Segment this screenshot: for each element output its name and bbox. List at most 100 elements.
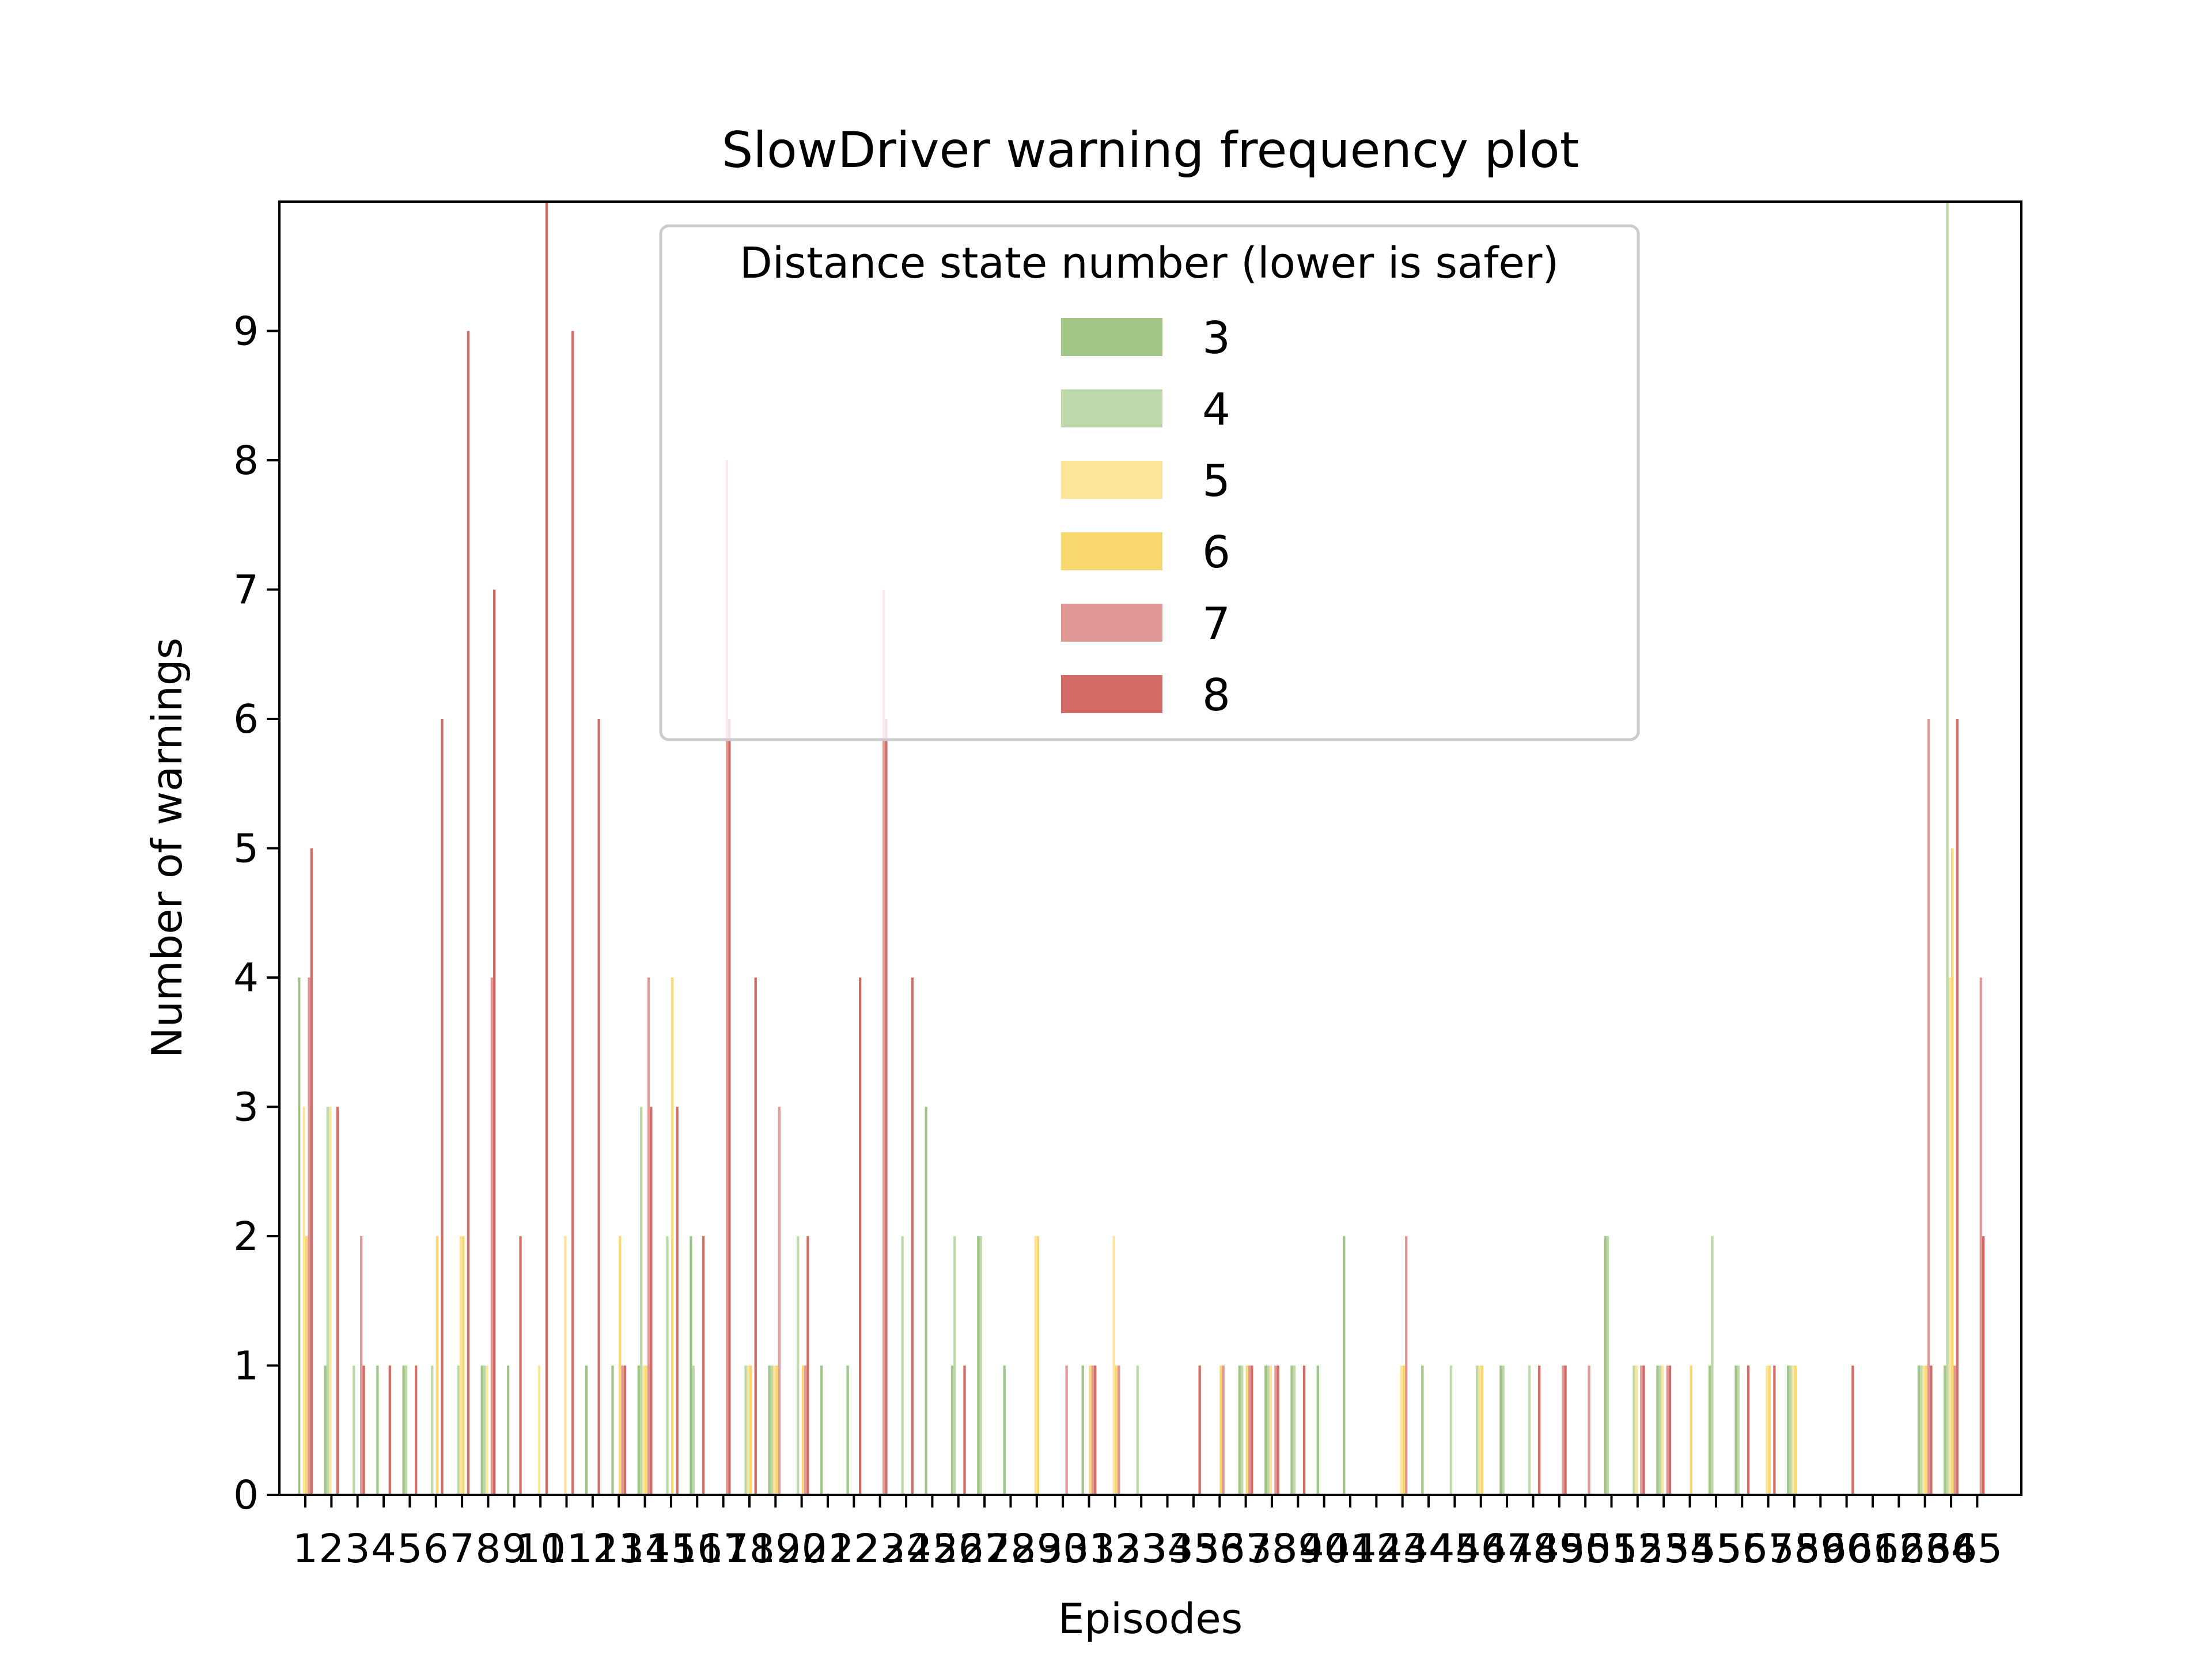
bar-ep36-state6 [1219,1365,1222,1495]
bar-ep20-state4 [797,1236,800,1495]
x-tick-label: 43 [1377,1526,1428,1572]
bar-ep54-state6 [1690,1365,1692,1495]
bar-ep38-state8 [1277,1365,1279,1495]
bar-ep64-state8 [1956,719,1959,1495]
bar-ep56-state3 [1734,1365,1737,1495]
bar-ep52-state4 [1633,1365,1635,1495]
bar-ep56-state4 [1737,1365,1740,1495]
bar-ep28-state3 [1003,1365,1006,1495]
x-tick-label: 21 [802,1526,853,1572]
x-tick-label: 8 [475,1526,501,1572]
bar-ep8-state4 [483,1365,486,1495]
bar-ep14-state5 [642,1365,645,1495]
x-tick-label: 5 [397,1526,422,1572]
bar-ep3-state8 [362,1365,365,1495]
bar-ep58-state5 [1791,1365,1794,1495]
x-tick-label: 55 [1691,1526,1741,1572]
y-tick-label: 6 [233,696,259,743]
bar-ep53-state8 [1668,1365,1672,1495]
bar-ep27-state4 [979,1236,982,1495]
bar-ep5-state3 [402,1365,405,1495]
x-tick-label: 50 [1560,1526,1611,1572]
x-tick-label: 14 [620,1526,671,1572]
bar-ep63-state4 [1920,1365,1923,1495]
bar-ep1-state7 [308,978,310,1495]
legend-swatch-7 [1061,604,1162,642]
x-tick-label: 35 [1168,1526,1219,1572]
bar-ep46-state4 [1476,1365,1479,1495]
bar-ep14-state3 [637,1365,640,1495]
bar-ep31-state8 [1094,1365,1097,1495]
x-tick-label: 20 [777,1526,827,1572]
x-axis: 1 2 3 4 5 6 7 8 91011121314151617181920212223242… [293,1495,2002,1572]
bar-ep11-state8 [571,331,574,1495]
x-tick-label: 12 [567,1526,618,1572]
legend-swatch-4 [1061,389,1162,427]
bar-ep24-state4 [901,1236,904,1495]
bar-ep55-state3 [1709,1365,1711,1495]
x-tick-label: 42 [1351,1526,1402,1572]
legend-swatch-8 [1061,675,1162,713]
bar-ep39-state3 [1290,1365,1293,1495]
bar-ep56-state8 [1747,1365,1750,1495]
bar-ep52-state7 [1640,1365,1643,1495]
bar-ep57-state8 [1773,1365,1776,1495]
bar-ep7-state4 [457,1365,460,1495]
bar-ep16-state4 [692,1365,695,1495]
bar-ep65-state7 [1979,978,1982,1495]
bar-ep58-state4 [1789,1365,1792,1495]
bar-ep16-state3 [690,1236,692,1495]
y-tick-label: 4 [233,955,259,1001]
bar-ep57-state6 [1768,1365,1771,1495]
bar-ep25-state3 [925,1107,927,1495]
bar-ep63-state8 [1930,1365,1933,1495]
bar-ep15-state6 [671,978,674,1495]
bar-ep38-state4 [1267,1365,1270,1495]
bar-ep6-state4 [431,1365,434,1495]
bar-ep37-state4 [1241,1365,1244,1495]
x-tick-label: 30 [1037,1526,1088,1572]
x-tick-label: 22 [828,1526,879,1572]
bar-ep37-state7 [1248,1365,1251,1495]
x-tick-label: 10 [515,1526,566,1572]
x-tick-label: 7 [449,1526,475,1572]
legend-swatch-5 [1061,461,1162,499]
x-tick-label: 4 [371,1526,396,1572]
bar-ep64-state6 [1951,848,1954,1495]
y-tick-label: 3 [233,1085,259,1131]
bar-ep19-state6 [775,1365,778,1495]
x-tick-label: 18 [724,1526,775,1572]
y-tick-label: 7 [233,567,259,613]
bar-ep4-state3 [376,1365,379,1495]
bar-ep18-state5 [747,1365,749,1495]
bar-ep8-state3 [480,1365,483,1495]
bar-ep11-state5 [564,1236,567,1495]
bar-ep53-state5 [1661,1365,1664,1495]
legend-label-8: 8 [1202,670,1230,721]
legend-title: Distance state number (lower is safer) [740,238,1559,288]
bar-ep35-state8 [1198,1365,1201,1495]
bar-ep55-state4 [1711,1236,1714,1495]
x-tick-label: 57 [1743,1526,1794,1572]
bar-ep64-state7 [1953,1365,1956,1495]
bar-ep7-state5 [459,1236,463,1495]
legend-entries: 3 4 5 6 7 8 [1061,313,1230,721]
x-tick-label: 60 [1821,1526,1872,1572]
legend-label-3: 3 [1202,313,1230,364]
x-tick-label: 6 [423,1526,449,1572]
bar-ep47-state4 [1502,1365,1505,1495]
bar-ep23-state8 [885,719,888,1495]
x-tick-label: 38 [1247,1526,1297,1572]
bar-ep17-state7 [725,460,729,1495]
x-tick-label: 16 [672,1526,722,1572]
bar-ep52-state5 [1635,1365,1638,1495]
x-tick-label: 65 [1952,1526,2002,1572]
x-tick-label: 63 [1900,1526,1950,1572]
y-tick-label: 5 [233,826,259,872]
y-axis-label: Number of warnings [143,638,191,1058]
legend-label-7: 7 [1202,599,1230,650]
bar-ep58-state6 [1794,1365,1797,1495]
bar-ep26-state8 [963,1365,966,1495]
y-tick-label: 2 [233,1214,259,1260]
